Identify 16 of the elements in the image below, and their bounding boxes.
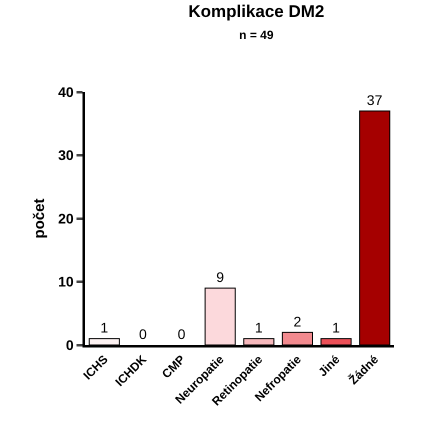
data-label: 1 <box>100 320 108 336</box>
data-label: 1 <box>332 320 340 336</box>
y-tick-label: 40 <box>58 84 74 100</box>
data-label: 1 <box>254 320 263 336</box>
chart-title: Komplikace DM2 <box>188 2 324 21</box>
data-label: 0 <box>178 326 186 342</box>
y-axis-title: počet <box>31 198 48 239</box>
chart-subtitle: n = 49 <box>239 28 274 42</box>
y-tick-label: 0 <box>66 336 74 353</box>
y-tick-label: 30 <box>58 147 74 164</box>
data-label: 2 <box>293 313 302 330</box>
y-tick-label: 10 <box>58 274 74 290</box>
data-label: 0 <box>138 326 147 342</box>
y-tick-label: 20 <box>58 210 74 226</box>
data-label: 9 <box>216 269 224 286</box>
data-label: 37 <box>366 92 383 108</box>
